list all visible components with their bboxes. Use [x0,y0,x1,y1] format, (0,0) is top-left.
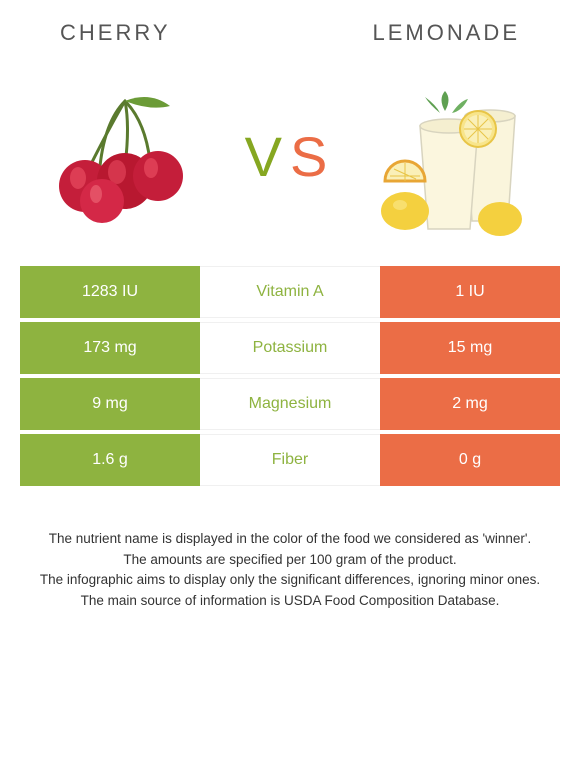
nutrient-table: 1283 IU Vitamin A 1 IU 173 mg Potassium … [0,266,580,486]
right-value: 1 IU [380,266,560,318]
left-value: 9 mg [20,378,200,430]
nutrient-name: Fiber [200,434,380,486]
left-value: 1283 IU [20,266,200,318]
right-food-title: Lemonade [373,20,520,46]
left-food-title: Cherry [60,20,171,46]
vs-s: S [290,125,335,188]
table-row: 1283 IU Vitamin A 1 IU [20,266,560,318]
footnotes: The nutrient name is displayed in the co… [0,490,580,611]
footnote-line: The nutrient name is displayed in the co… [30,530,550,549]
footnote-line: The infographic aims to display only the… [30,571,550,590]
right-value: 0 g [380,434,560,486]
left-value: 1.6 g [20,434,200,486]
right-value: 2 mg [380,378,560,430]
images-row: VS [0,56,580,266]
table-row: 9 mg Magnesium 2 mg [20,378,560,430]
footnote-line: The amounts are specified per 100 gram o… [30,551,550,570]
left-value: 173 mg [20,322,200,374]
header: Cherry Lemonade [0,0,580,56]
lemonade-image [370,71,540,241]
right-value: 15 mg [380,322,560,374]
vs-v: V [245,125,290,188]
table-row: 1.6 g Fiber 0 g [20,434,560,486]
cherry-image [40,71,210,241]
vs-label: VS [245,124,336,189]
footnote-line: The main source of information is USDA F… [30,592,550,611]
table-row: 173 mg Potassium 15 mg [20,322,560,374]
nutrient-name: Magnesium [200,378,380,430]
cherry-icon [40,71,210,241]
nutrient-name: Potassium [200,322,380,374]
nutrient-name: Vitamin A [200,266,380,318]
lemonade-icon [370,71,540,241]
